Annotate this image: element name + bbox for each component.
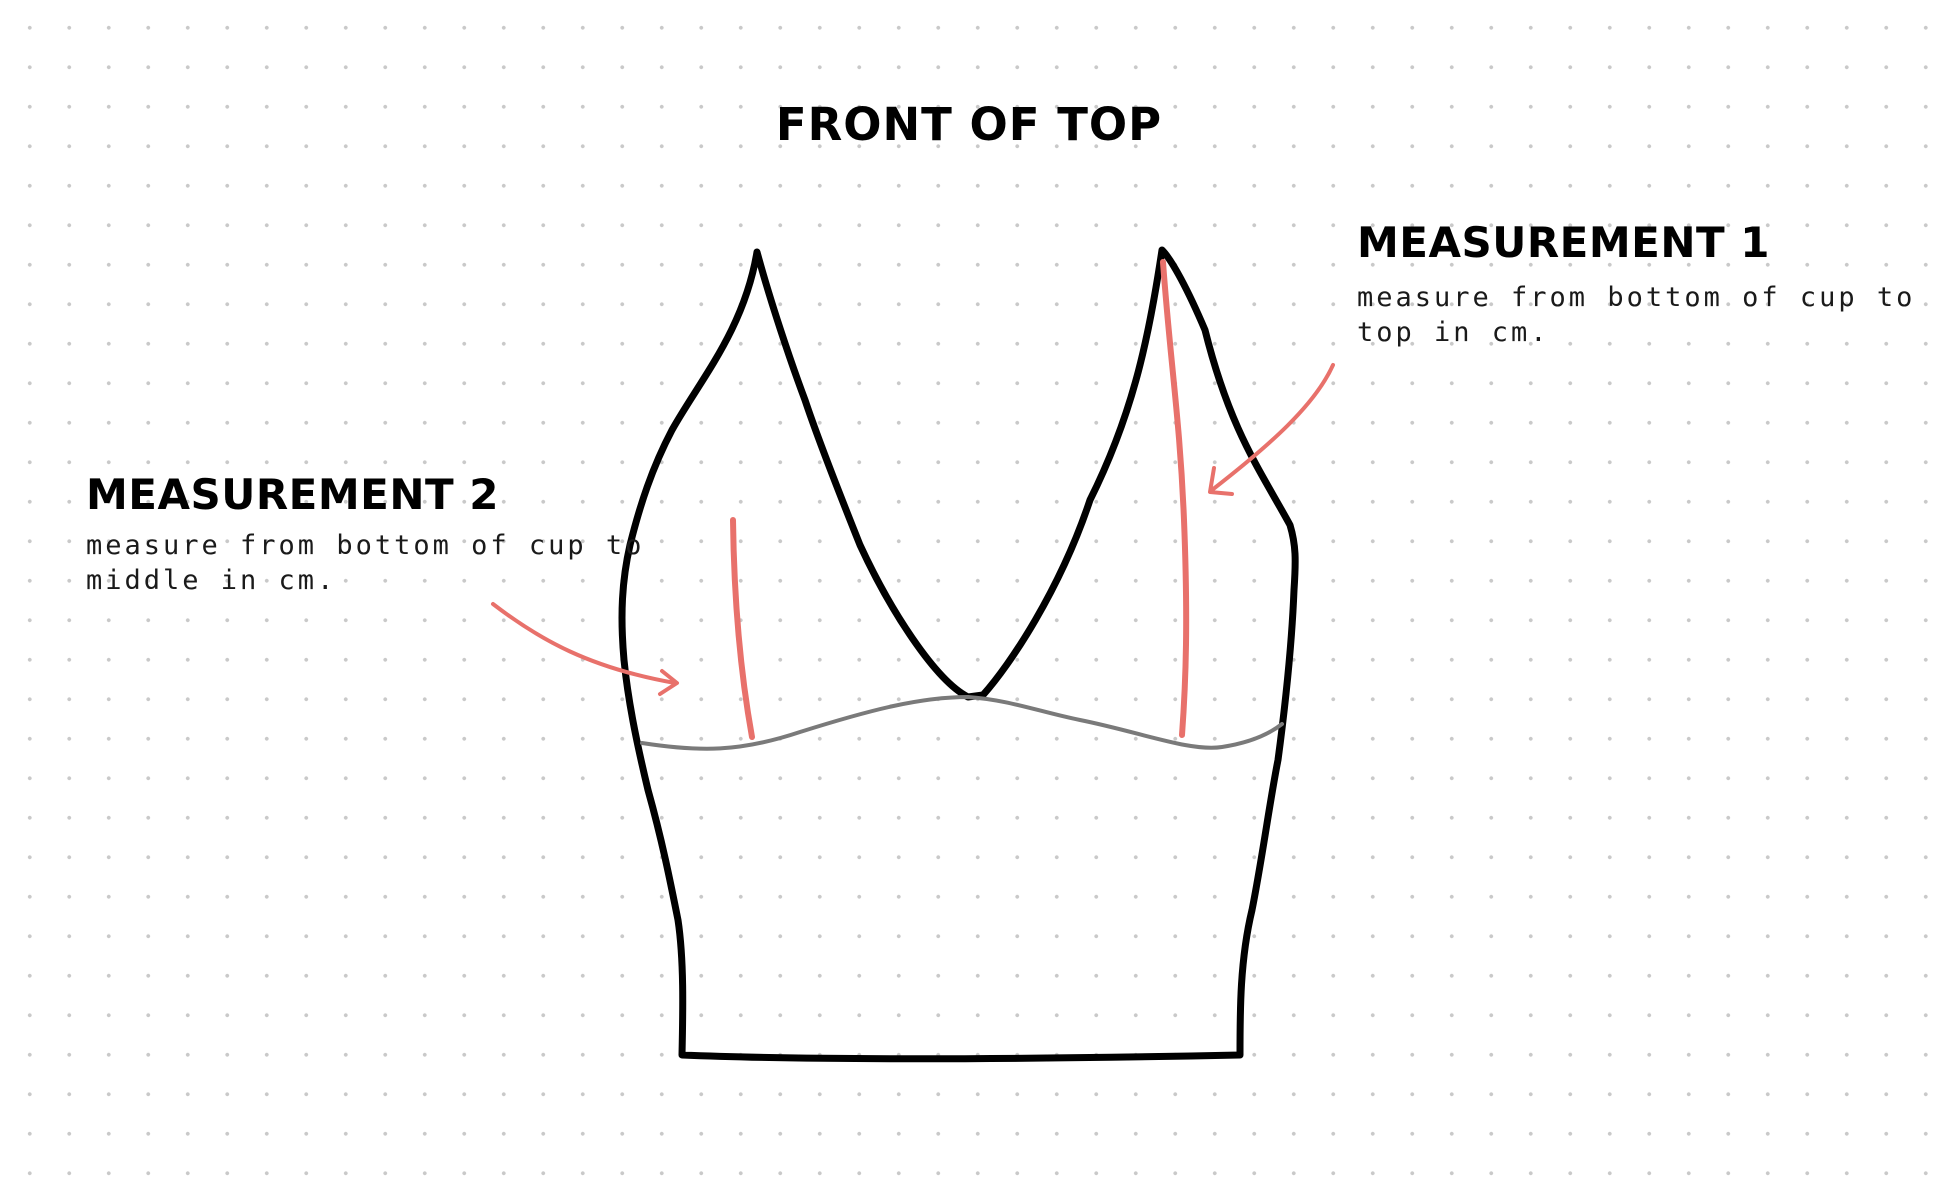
measurement-1-description: measure from bottom of cup to top in cm. [1357, 282, 1916, 348]
diagram-title: FRONT OF TOP [775, 98, 1163, 151]
measurement-1-arrow [1210, 363, 1335, 492]
measurement-1-line [1160, 259, 1190, 738]
measurement-1-arrowhead-icon [1208, 466, 1234, 496]
measurement-2-line [730, 517, 755, 740]
measurement-2-heading: MEASUREMENT 2 [86, 470, 500, 519]
measurement-1-heading: MEASUREMENT 1 [1357, 218, 1771, 267]
measurement-2-arrow [491, 602, 677, 685]
measurement-2-arrowhead-icon [658, 669, 679, 696]
measurement-2-description: measure from bottom of cup to middle in … [86, 530, 645, 596]
cup-seam-line [640, 694, 1284, 751]
garment-outline [618, 246, 1299, 1063]
